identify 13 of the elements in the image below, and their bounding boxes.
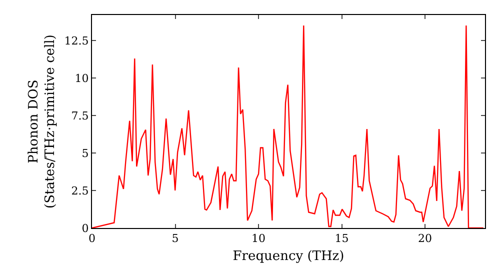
y-tick-label: 10 [74,72,89,85]
y-axis-title: Phonon DOS (States/THz·primitive cell) [26,34,58,209]
y-tick-label: 2.5 [71,184,89,198]
x-axis-title: Frequency (THz) [232,248,344,264]
y-tick-label: 0 [82,222,89,235]
line-series [92,24,484,228]
x-tick-label: 10 [252,232,266,246]
x-tick-label: 15 [334,232,349,246]
x-tick-label: 5 [172,232,179,246]
x-tick-label: 20 [418,232,432,246]
y-tick-label: 5 [82,146,89,160]
y-tick-label: 7.5 [71,109,89,122]
y-tick-label: 12.5 [64,34,89,48]
